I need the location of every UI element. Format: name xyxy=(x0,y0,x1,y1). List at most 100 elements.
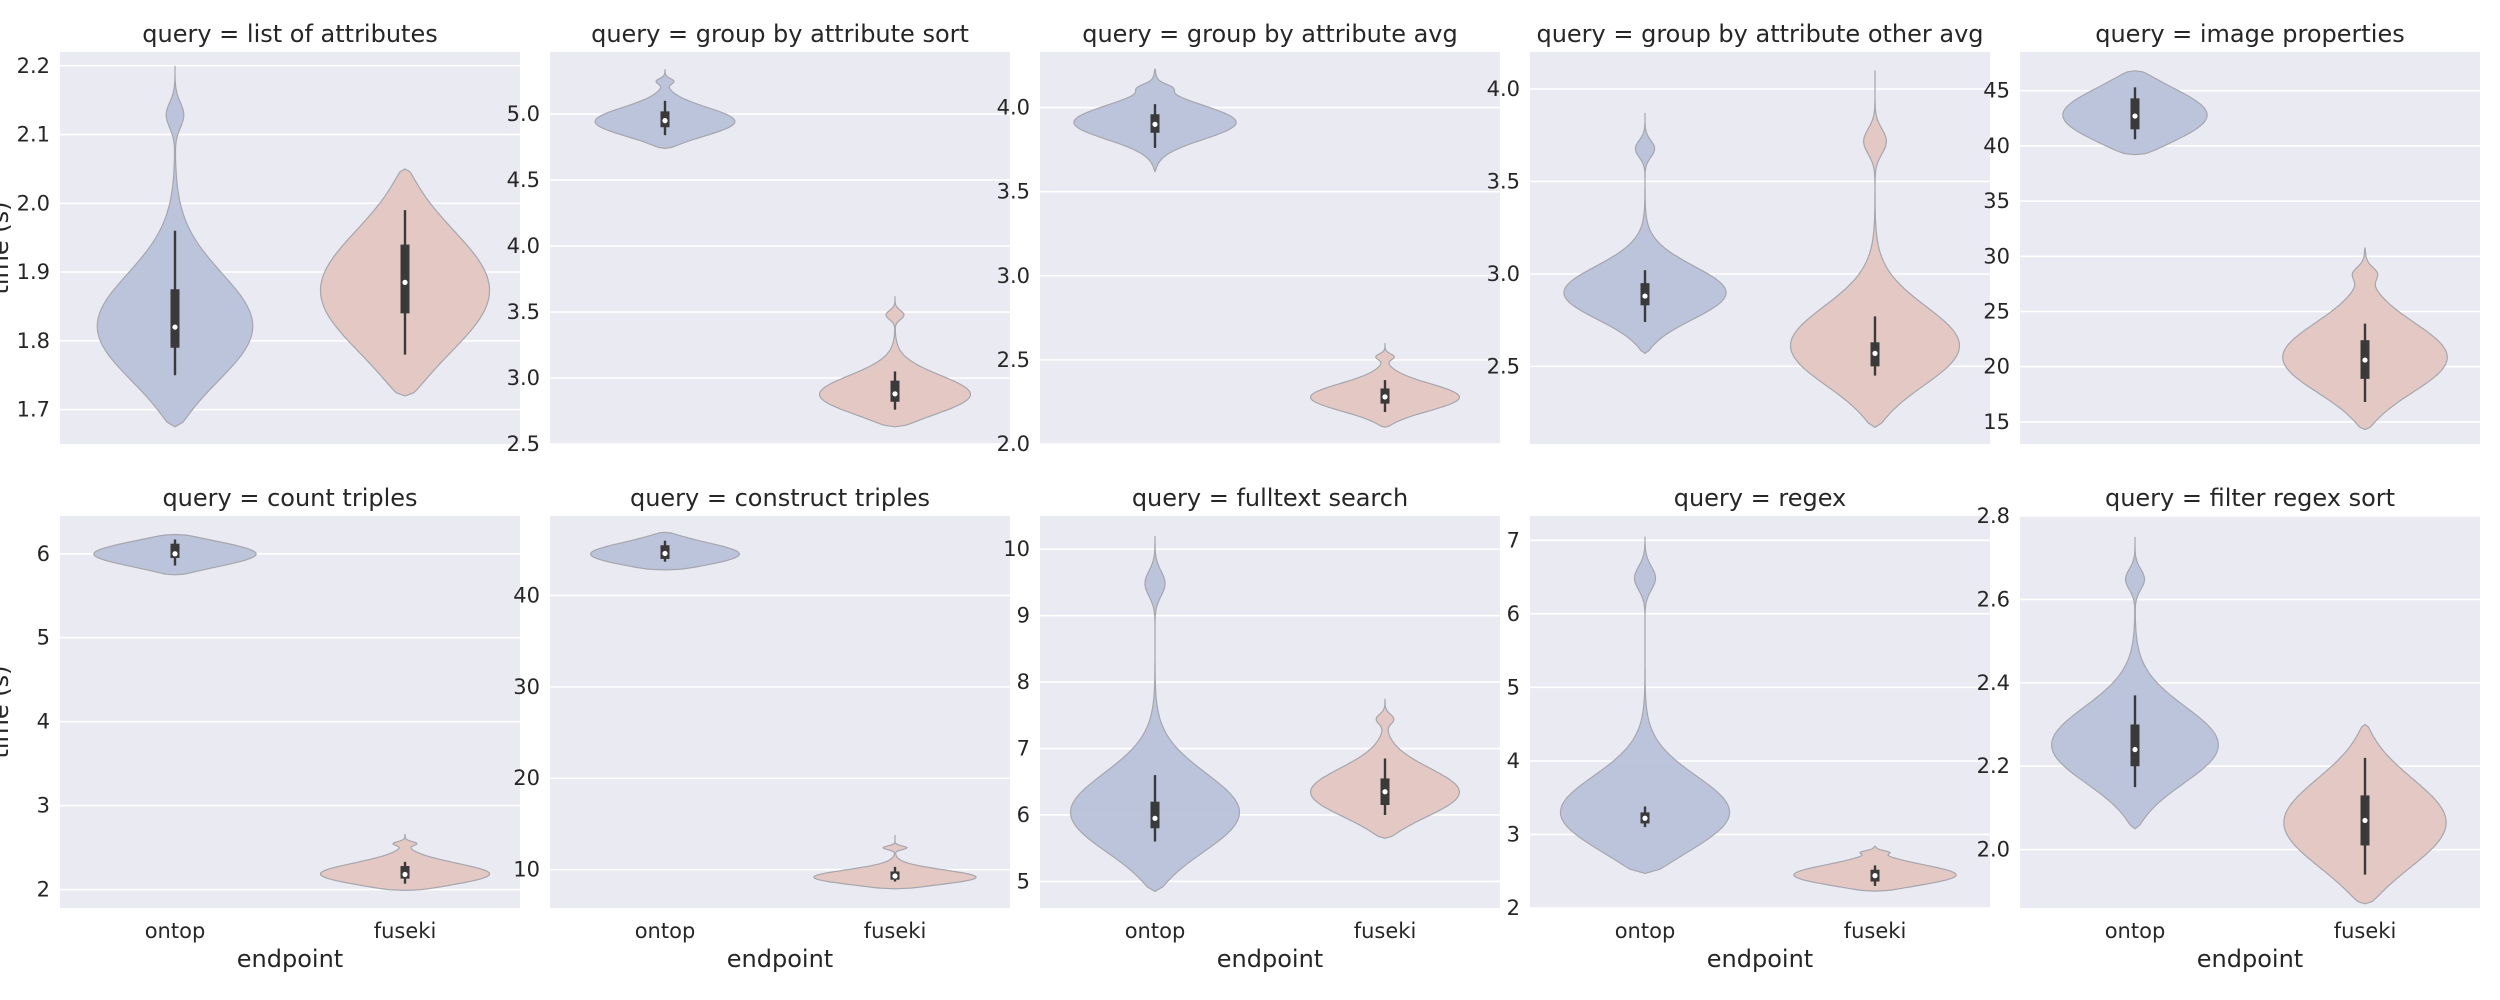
facet-panel: 1.7 1.8 1.9 2.0 2.1 2.2 query = list of attrib… xyxy=(0,20,520,444)
facet-panel: 2 3 4 5 6 7 query = regex ontop fuseki endpoint xyxy=(1507,484,1990,973)
y-tick-label: 2.5 xyxy=(1487,354,1520,378)
y-tick-label: 4.5 xyxy=(507,168,540,192)
violin-fuseki xyxy=(813,834,977,890)
y-tick-label: 5 xyxy=(37,626,50,650)
median-marker xyxy=(1382,394,1388,400)
y-tick-label: 1.9 xyxy=(17,260,50,284)
panel-title: query = group by attribute other avg xyxy=(1536,20,1983,48)
y-tick-label: 4.0 xyxy=(507,234,540,258)
x-tick-label: ontop xyxy=(1125,919,1186,943)
facet-panel: 15 20 25 30 35 40 45 query = image properties xyxy=(1983,20,2480,444)
y-tick-label: 2.8 xyxy=(1977,504,2010,528)
y-tick-label: 2.5 xyxy=(997,348,1030,372)
y-tick-label: 6 xyxy=(37,542,50,566)
y-tick-label: 2.2 xyxy=(17,54,50,78)
x-tick-label: ontop xyxy=(1615,919,1676,943)
y-tick-label: 3 xyxy=(37,794,50,818)
y-tick-label: 2 xyxy=(37,878,50,902)
facet-panel: 2.5 3.0 3.5 4.0 4.5 5.0 query = group by attri… xyxy=(507,20,1010,456)
panel-title: query = fulltext search xyxy=(1132,484,1408,512)
x-axis-label: endpoint xyxy=(727,945,833,973)
facet-panel: 10 20 30 40 query = construct triples ontop fu… xyxy=(513,484,1010,973)
facet-panel: 2 3 4 5 6 query = count triples ontop fuseki end… xyxy=(0,484,520,973)
y-tick-label: 3.0 xyxy=(507,366,540,390)
y-tick-label: 10 xyxy=(1003,537,1030,561)
x-tick-label: fuseki xyxy=(864,919,927,943)
y-tick-label: 3.0 xyxy=(1487,262,1520,286)
y-tick-label: 2.0 xyxy=(1977,838,2010,862)
y-tick-label: 7 xyxy=(1507,528,1520,552)
violin-ontop xyxy=(1069,535,1241,893)
median-marker xyxy=(1872,873,1878,879)
facet-panel: 2.0 2.2 2.4 2.6 2.8 query = filter regex sort… xyxy=(1977,484,2480,973)
panel-title: query = filter regex sort xyxy=(2105,484,2395,512)
y-tick-label: 1.7 xyxy=(17,398,50,422)
violin-ontop xyxy=(1563,113,1727,355)
facet-panel: 5 6 7 8 9 10 query = fulltext search ontop fusek… xyxy=(1003,484,1500,973)
x-axis-label: endpoint xyxy=(1217,945,1323,973)
y-tick-label: 2.0 xyxy=(997,432,1030,456)
y-tick-label: 15 xyxy=(1983,410,2010,434)
median-marker xyxy=(1642,815,1648,821)
y-tick-label: 3.5 xyxy=(1487,169,1520,193)
y-tick-label: 30 xyxy=(513,675,540,699)
y-tick-label: 5 xyxy=(1507,675,1520,699)
median-marker xyxy=(172,324,178,330)
y-tick-label: 40 xyxy=(513,583,540,607)
facet-panel: 2.0 2.5 3.0 3.5 4.0 query = group by attribut… xyxy=(997,20,1500,456)
violin-ontop xyxy=(1559,536,1731,875)
median-marker xyxy=(1382,789,1388,795)
x-tick-label: ontop xyxy=(145,919,206,943)
y-tick-label: 7 xyxy=(1017,737,1030,761)
y-tick-label: 9 xyxy=(1017,604,1030,628)
y-tick-label: 3 xyxy=(1507,822,1520,846)
y-tick-label: 2 xyxy=(1507,896,1520,920)
median-marker xyxy=(2362,817,2368,824)
y-tick-label: 3.5 xyxy=(507,300,540,324)
panel-title: query = count triples xyxy=(162,484,417,512)
panel-title: query = list of attributes xyxy=(142,20,437,48)
y-tick-label: 5 xyxy=(1017,869,1030,893)
median-marker xyxy=(402,279,408,285)
y-axis-label: time (s) xyxy=(0,201,14,294)
x-tick-label: ontop xyxy=(635,919,696,943)
y-tick-label: 6 xyxy=(1017,803,1030,827)
median-marker xyxy=(1152,815,1158,821)
x-axis-label: endpoint xyxy=(2197,945,2303,973)
y-tick-label: 45 xyxy=(1983,79,2010,103)
median-marker xyxy=(1642,293,1648,299)
panel-title: query = regex xyxy=(1674,484,1847,512)
plot-area xyxy=(550,516,1010,908)
y-tick-label: 35 xyxy=(1983,189,2010,213)
median-marker xyxy=(2362,357,2368,363)
y-tick-label: 2.6 xyxy=(1977,587,2010,611)
y-tick-label: 2.5 xyxy=(507,432,540,456)
x-tick-label: fuseki xyxy=(2334,919,2397,943)
y-tick-label: 3.5 xyxy=(997,180,1030,204)
median-marker xyxy=(2132,113,2138,119)
y-tick-label: 2.4 xyxy=(1977,671,2010,695)
plot-area xyxy=(60,516,520,908)
median-marker xyxy=(2132,746,2138,753)
facet-panel: 2.5 3.0 3.5 4.0 query = group by attribute o… xyxy=(1487,20,1990,444)
y-tick-label: 30 xyxy=(1983,244,2010,268)
x-axis-label: endpoint xyxy=(237,945,343,973)
violin-fuseki xyxy=(1789,70,1961,429)
y-tick-label: 25 xyxy=(1983,299,2010,323)
x-tick-label: fuseki xyxy=(1354,919,1417,943)
y-tick-label: 1.8 xyxy=(17,329,50,353)
panel-title: query = construct triples xyxy=(630,484,930,512)
y-tick-label: 2.0 xyxy=(17,191,50,215)
median-marker xyxy=(1872,350,1878,356)
y-tick-label: 8 xyxy=(1017,670,1030,694)
violin-ontop xyxy=(2050,536,2220,830)
iqr-box xyxy=(170,289,180,348)
y-tick-label: 4.0 xyxy=(1487,77,1520,101)
iqr-box xyxy=(1150,801,1160,829)
y-tick-label: 2.2 xyxy=(1977,754,2010,778)
median-marker xyxy=(662,550,668,557)
median-marker xyxy=(1152,121,1158,127)
x-tick-label: ontop xyxy=(2105,919,2166,943)
y-tick-label: 4 xyxy=(37,710,50,734)
